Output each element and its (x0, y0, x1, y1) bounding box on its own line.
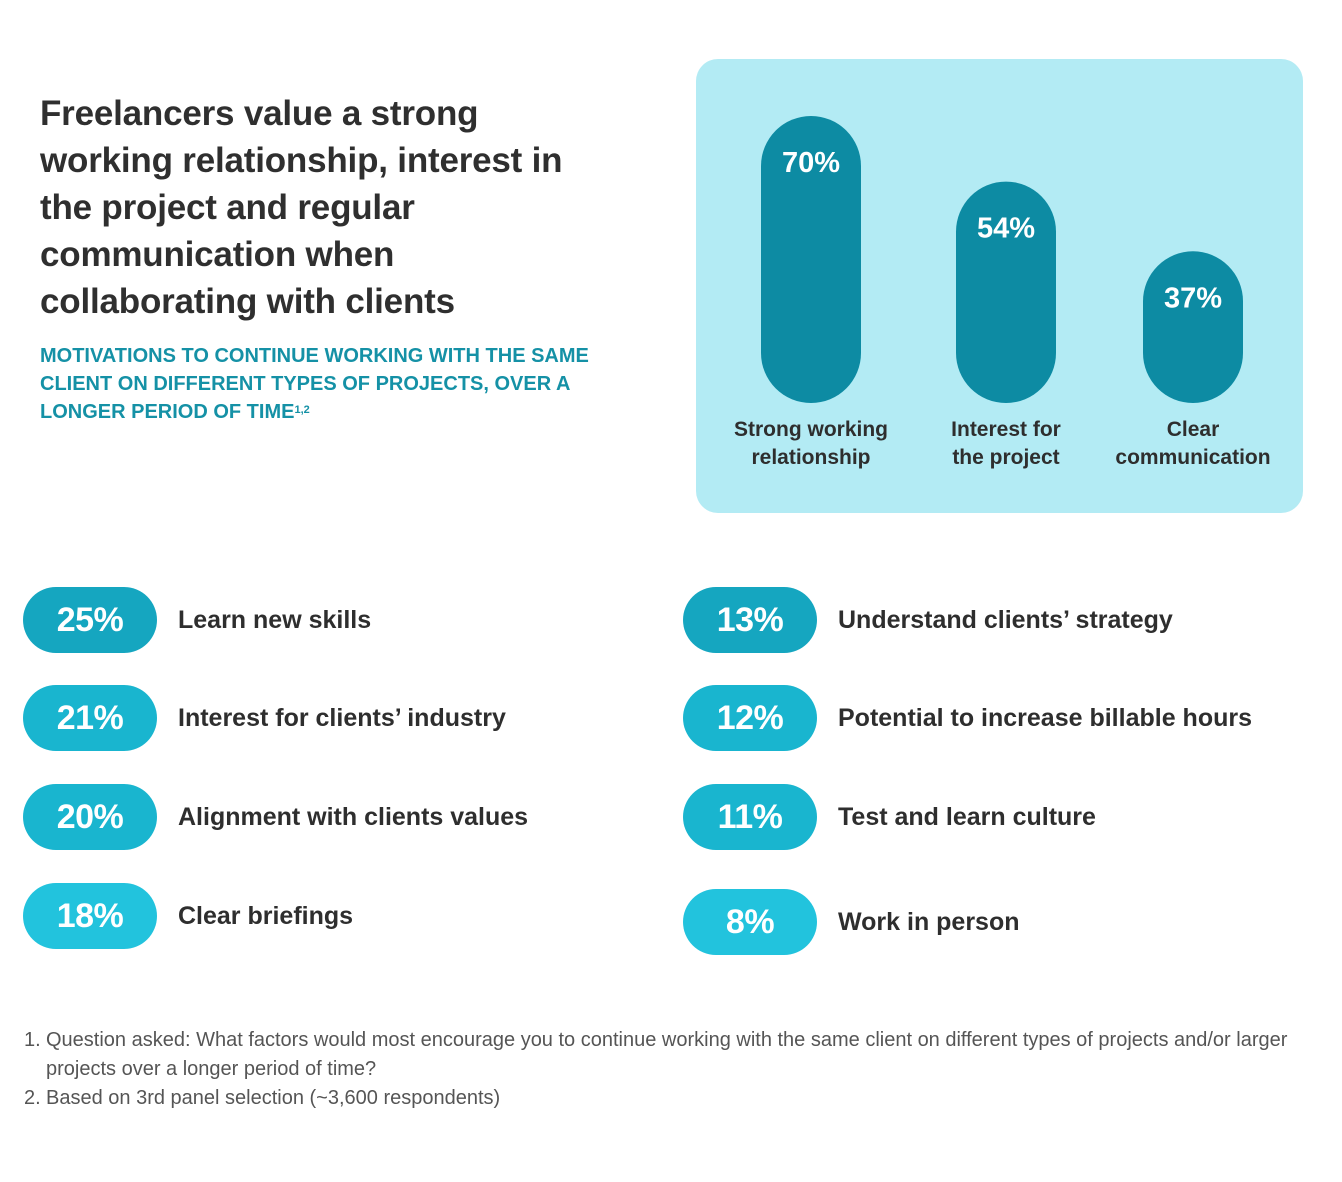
percentage-badge: 12% (683, 685, 817, 751)
bar-chart-panel: 70% 54% 37% Strong working relationship Inte… (696, 59, 1303, 513)
category-label: Clear communication (1093, 416, 1293, 472)
bar-value-label: 54% (977, 213, 1035, 245)
category-label-line: the project (952, 446, 1060, 469)
stat-row: 25% Learn new skills (23, 587, 371, 653)
stat-row: 11% Test and learn culture (683, 784, 1096, 850)
stat-label: Interest for clients’ industry (178, 703, 506, 732)
footnote-text: Based on 3rd panel selection (~3,600 res… (46, 1087, 501, 1109)
percentage-badge: 20% (23, 784, 157, 850)
percentage-badge: 25% (23, 587, 157, 653)
footnote-item: 2. Based on 3rd panel selection (~3,600 … (24, 1084, 1314, 1113)
footnote-item: 1. Question asked: What factors would mo… (24, 1026, 1314, 1084)
bar-3 (1143, 251, 1243, 403)
category-label-line: Clear (1166, 418, 1220, 441)
category-label-line: communication (1115, 446, 1271, 469)
category-label-line: relationship (751, 446, 871, 469)
footnote-number: 1. (24, 1029, 41, 1051)
stat-label: Work in person (838, 907, 1020, 936)
category-label-line: Interest for (951, 418, 1061, 441)
category-label: Strong working relationship (711, 416, 911, 472)
percentage-badge: 11% (683, 784, 817, 850)
stat-row: 21% Interest for clients’ industry (23, 685, 506, 751)
bar-value-label: 37% (1164, 282, 1222, 314)
stat-row: 8% Work in person (683, 889, 1020, 955)
chart-subtitle: MOTIVATIONS TO CONTINUE WORKING WITH THE… (40, 342, 600, 426)
category-label-line: Strong working (734, 418, 888, 441)
stat-row: 18% Clear briefings (23, 883, 353, 949)
footnote-reference: 1,2 (294, 404, 310, 416)
bar-2 (956, 181, 1056, 403)
footnote-text: Question asked: What factors would most … (46, 1029, 1288, 1080)
stat-row: 20% Alignment with clients values (23, 784, 528, 850)
stat-label: Understand clients’ strategy (838, 605, 1173, 634)
stat-row: 13% Understand clients’ strategy (683, 587, 1173, 653)
bar-value-label: 70% (782, 147, 840, 179)
stat-label: Clear briefings (178, 901, 354, 930)
stat-label: Potential to increase billable hours (838, 703, 1252, 732)
bar-chart: 70% 54% 37% (761, 116, 1243, 403)
percentage-badge: 8% (683, 889, 817, 955)
footnote-number: 2. (24, 1087, 41, 1109)
stat-label: Test and learn culture (838, 802, 1096, 831)
stat-label: Alignment with clients values (178, 802, 529, 831)
stat-label: Learn new skills (178, 605, 372, 634)
page-title: Freelancers value a strong working relat… (40, 94, 563, 321)
category-label: Interest for the project (906, 416, 1106, 472)
stat-row: 12% Potential to increase billable hours (683, 685, 1252, 751)
subtitle-text: MOTIVATIONS TO CONTINUE WORKING WITH THE… (40, 345, 589, 423)
percentage-badge: 13% (683, 587, 817, 653)
footnotes: 1. Question asked: What factors would mo… (24, 1026, 1314, 1113)
percentage-badge: 21% (23, 685, 157, 751)
percentage-badge: 18% (23, 883, 157, 949)
bar-1 (761, 116, 861, 403)
